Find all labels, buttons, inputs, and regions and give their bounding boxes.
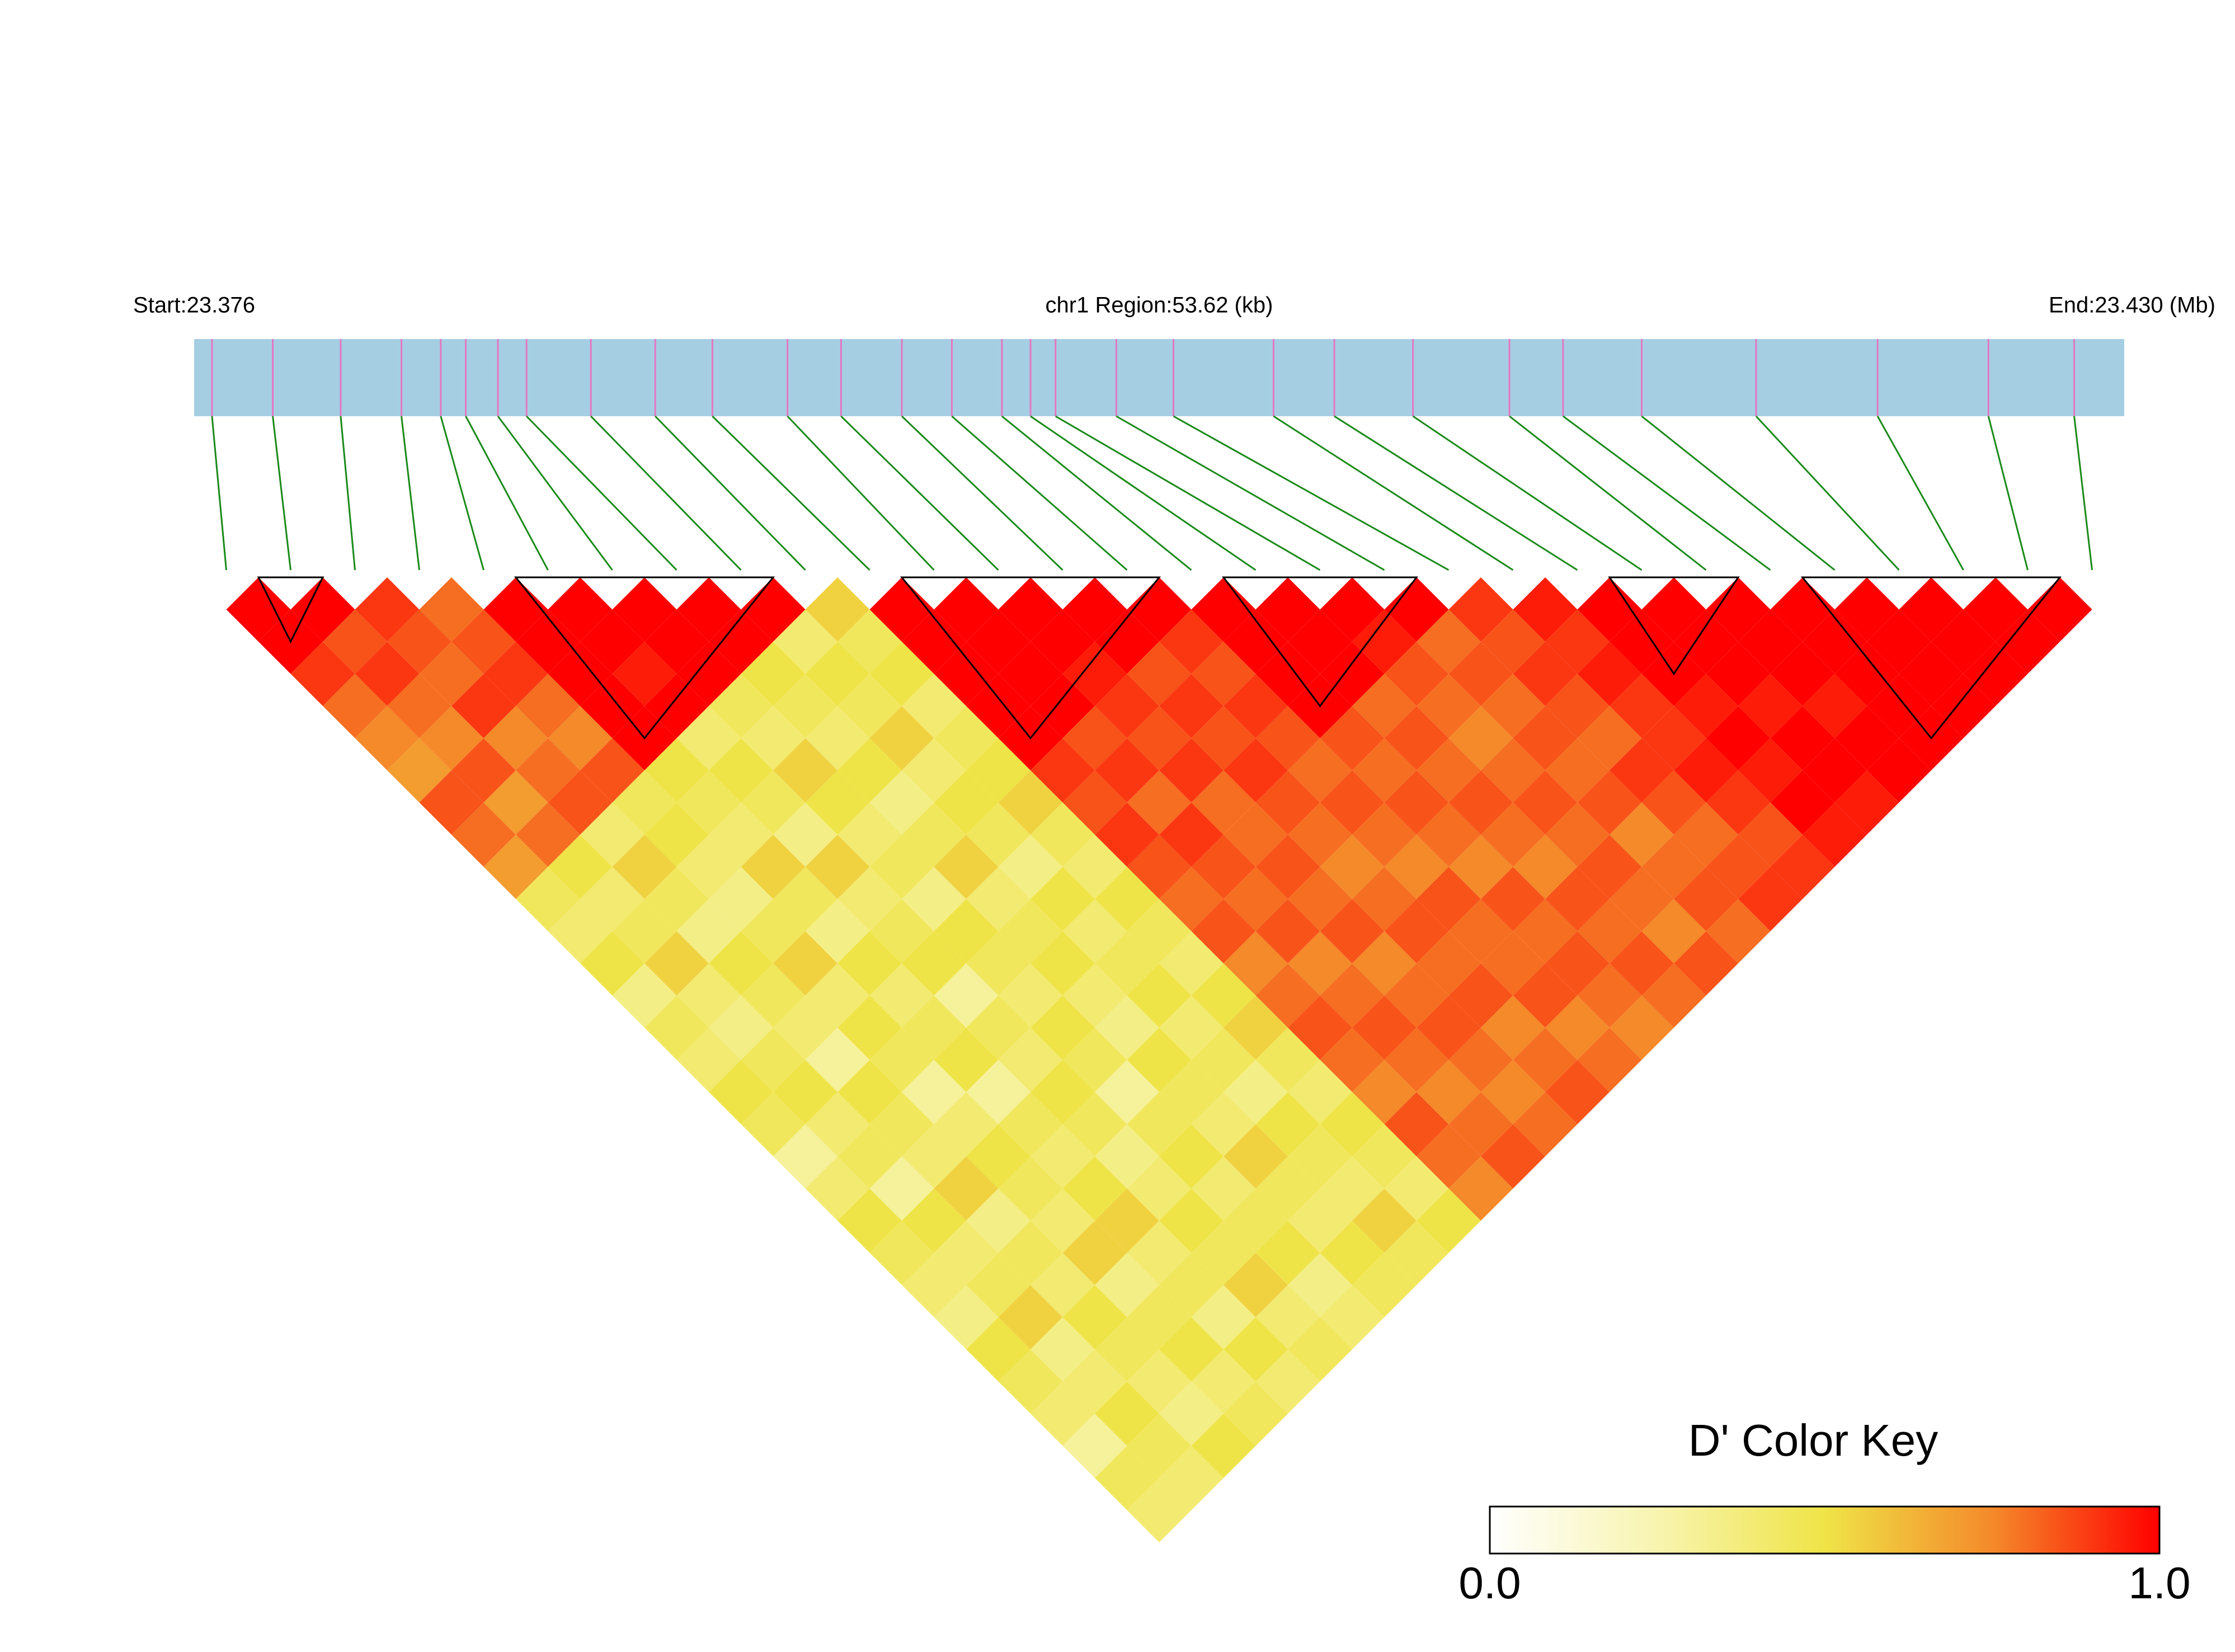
snp-connector — [1030, 415, 1257, 571]
snp-connector — [1055, 415, 1321, 571]
colorbar — [1489, 1505, 2161, 1555]
block-outline — [1608, 576, 1740, 676]
snp-connector — [1001, 415, 1192, 571]
snp-connector — [1641, 415, 1836, 571]
snp-connector — [465, 416, 549, 571]
block-outline — [257, 576, 324, 644]
snp-connector — [440, 416, 484, 571]
start-label: Start:23.376 — [133, 293, 255, 318]
region-bar — [194, 339, 2124, 416]
region-label: chr1 Region:53.62 (kb) — [1046, 293, 1273, 318]
snp-connector — [1755, 415, 1900, 571]
snp-connector — [655, 415, 806, 571]
snp-connector — [840, 415, 999, 571]
snp-connector — [497, 416, 613, 571]
snp-connector — [712, 415, 871, 571]
snp-connector — [901, 415, 1064, 571]
colorbar-title: D' Color Key — [1688, 1415, 1938, 1465]
snp-connector — [211, 416, 227, 571]
snp-connector — [1334, 415, 1578, 571]
snp-connector — [1412, 415, 1643, 571]
snp-connector — [1116, 415, 1385, 571]
colorbar-tick-label: 0.0 — [1458, 1558, 1521, 1608]
snp-connector — [526, 415, 677, 571]
snp-connector — [1876, 416, 1964, 571]
snp-connector — [1273, 415, 1514, 571]
block-outline — [900, 576, 1161, 740]
block-outline — [1222, 576, 1418, 708]
snp-connector — [1563, 415, 1771, 571]
snp-connector — [401, 416, 420, 571]
snp-connector — [1509, 415, 1707, 571]
block-outline — [514, 576, 775, 740]
end-label: End:23.430 (Mb) — [2049, 293, 2215, 318]
ld-cell — [2027, 577, 2092, 642]
snp-connector — [1987, 416, 2029, 571]
snp-connector — [2073, 416, 2093, 571]
block-outline — [1800, 576, 2062, 740]
snp-connector — [1173, 415, 1450, 571]
snp-connector — [340, 416, 356, 571]
snp-connector — [590, 415, 742, 571]
colorbar-tick-label: 1.0 — [2128, 1558, 2190, 1608]
snp-connector — [787, 415, 935, 571]
snp-connector — [951, 415, 1128, 571]
snp-connector — [272, 416, 291, 571]
